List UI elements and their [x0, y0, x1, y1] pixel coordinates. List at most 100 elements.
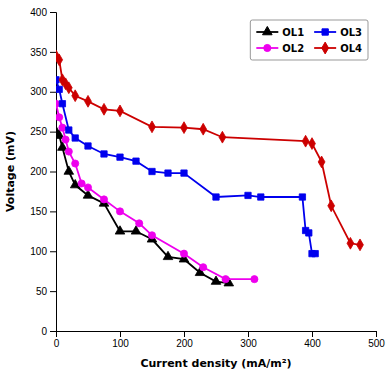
line — [56, 132, 229, 284]
marker — [65, 148, 72, 155]
tick-label: 200 — [30, 166, 47, 177]
marker — [306, 230, 312, 236]
marker — [219, 131, 226, 143]
tick: 350 — [30, 47, 56, 58]
marker — [200, 123, 207, 135]
legend-item: OL3 — [314, 27, 362, 38]
marker — [222, 276, 229, 283]
tick-label: 350 — [30, 47, 47, 58]
legend-item: OL2 — [256, 43, 304, 54]
tick: 250 — [30, 126, 56, 137]
legend-label: OL1 — [282, 27, 304, 38]
legend-label: OL2 — [282, 43, 304, 54]
tick: 300 — [240, 331, 257, 349]
tick: 150 — [30, 206, 56, 217]
legend-marker — [322, 29, 328, 35]
marker — [56, 114, 63, 121]
marker — [251, 276, 258, 283]
marker — [56, 54, 63, 66]
tick: 200 — [176, 331, 193, 349]
tick-label: 0 — [54, 338, 60, 349]
tick-mark — [50, 172, 56, 173]
marker — [213, 194, 219, 200]
legend-marker — [322, 42, 329, 54]
marker — [200, 264, 207, 271]
marker — [133, 158, 139, 164]
tick: 200 — [30, 166, 56, 177]
tick-label: 250 — [30, 126, 47, 137]
legend-frame — [250, 20, 368, 60]
marker — [312, 250, 318, 256]
x-axis-line — [57, 332, 377, 338]
tick: 0 — [54, 331, 60, 349]
marker — [117, 105, 124, 117]
tick-mark — [376, 331, 377, 337]
marker — [101, 151, 107, 157]
marker — [59, 101, 65, 107]
marker — [163, 251, 173, 259]
marker — [181, 122, 188, 134]
marker — [149, 121, 156, 133]
marker — [84, 184, 91, 191]
tick-mark — [50, 92, 56, 93]
tick-label: 500 — [368, 338, 385, 349]
x-axis-title: Current density (mA/m²) — [140, 357, 291, 370]
series — [56, 126, 234, 286]
marker — [136, 220, 143, 227]
tick: 300 — [30, 86, 56, 97]
legend: OL1OL2OL3OL4 — [250, 20, 368, 60]
y-axis: 0 50 100 150 200 250 300 350 400 — [30, 7, 56, 337]
tick-label: 300 — [30, 86, 47, 97]
marker — [72, 160, 79, 167]
tick: 50 — [36, 286, 56, 297]
marker — [100, 196, 107, 203]
tick: 100 — [30, 246, 56, 257]
tick-mark — [50, 331, 56, 332]
legend-label: OL3 — [340, 27, 362, 38]
marker — [181, 170, 187, 176]
marker — [66, 127, 72, 133]
tick-mark — [184, 331, 185, 337]
marker — [64, 166, 74, 174]
marker — [72, 135, 78, 141]
marks — [56, 50, 363, 286]
marker — [65, 82, 72, 94]
line — [56, 80, 315, 254]
tick-mark — [50, 291, 56, 292]
tick-mark — [50, 211, 56, 212]
tick: 400 — [30, 7, 56, 18]
marker — [59, 124, 66, 131]
y-axis-title: Voltage (mV) — [4, 131, 17, 212]
y-axis-line — [50, 13, 57, 332]
tick-label: 100 — [30, 246, 47, 257]
legend-item: OL1 — [256, 26, 304, 37]
tick-mark — [50, 12, 56, 13]
chart: 0 100 200 300 400 500 0 50 100 150 200 250 300 350 400… — [0, 0, 392, 375]
line — [56, 104, 254, 279]
series — [56, 50, 363, 251]
marker — [165, 170, 171, 176]
marker — [78, 180, 85, 187]
marker — [101, 103, 108, 115]
tick-label: 100 — [112, 338, 129, 349]
line — [56, 56, 360, 245]
marker — [328, 200, 335, 212]
tick-mark — [50, 132, 56, 133]
tick-mark — [248, 331, 249, 337]
tick: 0 — [41, 326, 56, 337]
tick-mark — [50, 52, 56, 53]
tick-label: 300 — [240, 338, 257, 349]
plot: 0 100 200 300 400 500 0 50 100 150 200 250 300 350 400… — [30, 7, 385, 349]
x-axis: 0 100 200 300 400 500 — [54, 331, 386, 349]
marker — [116, 208, 123, 215]
tick: 400 — [304, 331, 321, 349]
tick: 100 — [112, 331, 129, 349]
tick-label: 400 — [30, 7, 47, 18]
legend-marker — [263, 26, 273, 34]
marker — [299, 194, 305, 200]
marker — [258, 194, 264, 200]
tick-label: 200 — [176, 338, 193, 349]
marker — [149, 168, 155, 174]
tick-mark — [312, 331, 313, 337]
marker — [180, 250, 187, 257]
